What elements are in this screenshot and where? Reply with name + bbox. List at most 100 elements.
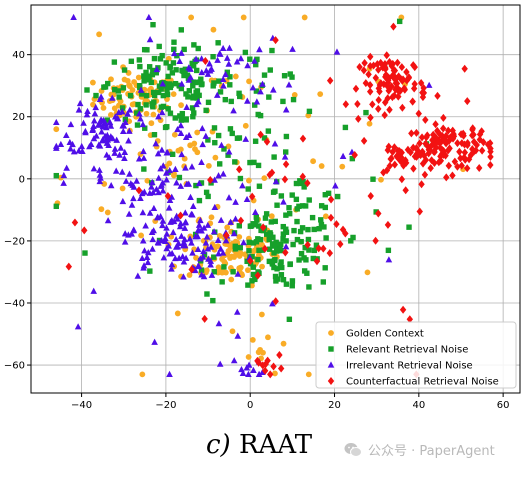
data-point bbox=[89, 79, 96, 86]
data-point bbox=[156, 83, 163, 89]
data-point bbox=[214, 56, 221, 63]
data-point bbox=[334, 193, 341, 200]
data-point bbox=[282, 106, 290, 113]
data-point bbox=[80, 119, 87, 126]
data-point bbox=[252, 222, 258, 228]
data-point bbox=[252, 276, 258, 283]
data-point bbox=[137, 86, 145, 93]
data-point bbox=[191, 42, 197, 48]
data-point bbox=[349, 155, 356, 162]
data-point bbox=[299, 134, 307, 143]
data-point bbox=[247, 223, 254, 229]
data-point bbox=[140, 262, 148, 269]
figure-caption: c) RAAT bbox=[206, 430, 312, 460]
data-point bbox=[367, 52, 374, 61]
data-point bbox=[148, 183, 155, 190]
data-point bbox=[104, 136, 112, 143]
data-point bbox=[270, 362, 277, 371]
data-point bbox=[182, 133, 190, 141]
data-point bbox=[121, 238, 129, 245]
data-point bbox=[225, 60, 233, 67]
data-point bbox=[317, 91, 324, 98]
data-point bbox=[141, 73, 147, 79]
data-point bbox=[225, 143, 232, 150]
data-point bbox=[139, 120, 147, 128]
data-point bbox=[225, 248, 232, 254]
data-point bbox=[165, 55, 172, 62]
data-point bbox=[210, 83, 216, 89]
data-point bbox=[90, 101, 96, 108]
data-point bbox=[105, 80, 111, 87]
data-point bbox=[382, 64, 389, 73]
data-point bbox=[255, 111, 261, 118]
data-point bbox=[52, 118, 60, 126]
data-point bbox=[321, 224, 327, 230]
data-point bbox=[268, 219, 274, 225]
data-point bbox=[109, 135, 116, 142]
data-point bbox=[198, 180, 205, 186]
data-point bbox=[233, 58, 241, 65]
data-point bbox=[300, 179, 306, 185]
data-point bbox=[90, 122, 97, 129]
data-point bbox=[244, 267, 251, 274]
data-point bbox=[416, 139, 423, 148]
data-point bbox=[164, 91, 171, 98]
data-point bbox=[322, 213, 329, 220]
data-point bbox=[246, 248, 252, 254]
data-point bbox=[381, 111, 388, 120]
data-point bbox=[299, 225, 306, 231]
data-point bbox=[162, 169, 170, 176]
data-point bbox=[107, 111, 114, 118]
data-point bbox=[460, 131, 467, 140]
legend-marker-3 bbox=[327, 377, 335, 385]
legend-label-1: Relevant Retrieval Noise bbox=[346, 345, 468, 356]
data-point bbox=[255, 236, 261, 242]
data-point bbox=[301, 14, 308, 21]
data-point bbox=[189, 105, 196, 111]
data-point bbox=[249, 253, 255, 260]
data-point bbox=[362, 79, 370, 88]
data-point bbox=[201, 314, 208, 323]
y-tick-label: 40 bbox=[12, 50, 25, 61]
data-point bbox=[90, 287, 98, 294]
data-point bbox=[167, 63, 173, 70]
data-point bbox=[53, 203, 59, 210]
data-point bbox=[250, 271, 257, 278]
data-point bbox=[375, 95, 382, 104]
data-point bbox=[237, 244, 243, 251]
data-point bbox=[449, 134, 457, 143]
data-point bbox=[473, 140, 480, 149]
data-point bbox=[256, 247, 262, 254]
data-point bbox=[139, 237, 147, 244]
data-point bbox=[377, 79, 385, 88]
data-point bbox=[283, 212, 289, 218]
data-point bbox=[185, 94, 191, 100]
data-point bbox=[228, 98, 234, 105]
data-point bbox=[456, 147, 463, 156]
data-point bbox=[274, 266, 280, 272]
data-point bbox=[146, 36, 154, 43]
data-point bbox=[454, 162, 461, 171]
data-point bbox=[215, 250, 222, 257]
data-point bbox=[127, 92, 134, 99]
data-point bbox=[159, 179, 167, 186]
data-point bbox=[333, 220, 340, 229]
data-point bbox=[122, 118, 129, 125]
data-point bbox=[444, 146, 452, 155]
data-point bbox=[476, 135, 484, 144]
data-point bbox=[304, 179, 311, 188]
data-point bbox=[195, 98, 202, 105]
caption-name: RAAT bbox=[238, 430, 313, 460]
data-point bbox=[384, 146, 392, 155]
data-point bbox=[207, 261, 214, 268]
data-point bbox=[181, 46, 187, 53]
data-point bbox=[101, 181, 108, 187]
data-point bbox=[157, 56, 164, 62]
data-point bbox=[190, 113, 196, 120]
data-point bbox=[98, 128, 105, 135]
data-point bbox=[320, 244, 327, 253]
data-point bbox=[186, 272, 193, 278]
data-point bbox=[194, 226, 202, 233]
data-point bbox=[187, 65, 194, 72]
data-point bbox=[160, 103, 167, 110]
